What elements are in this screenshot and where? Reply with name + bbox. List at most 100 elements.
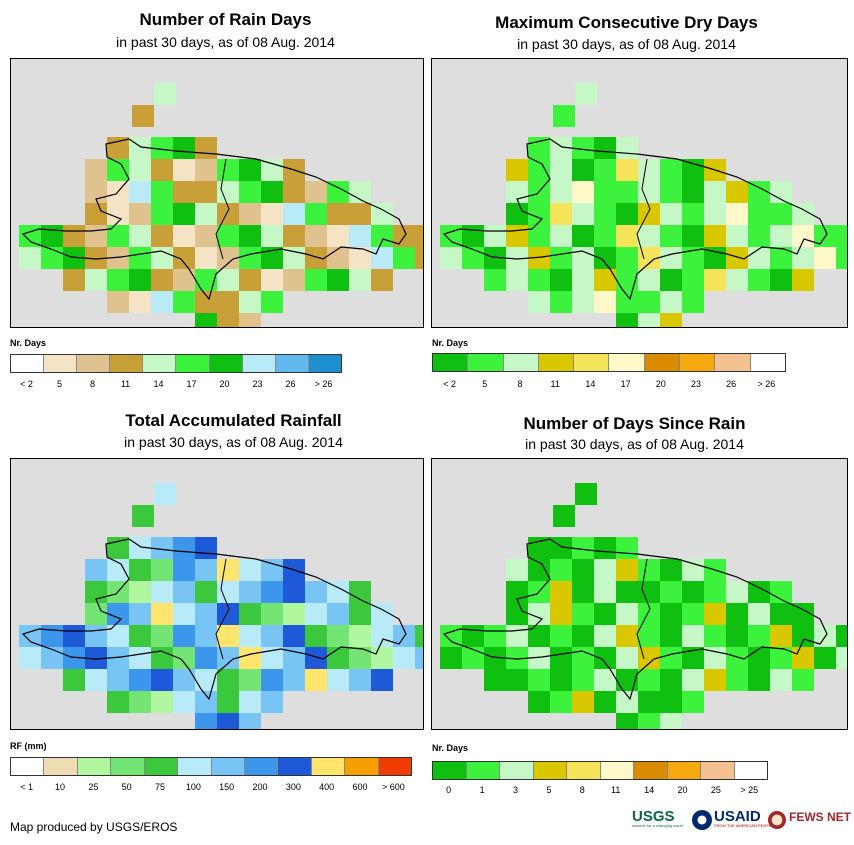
raster-cell xyxy=(327,181,349,203)
raster-cell xyxy=(594,647,616,669)
raster-cell xyxy=(726,269,748,291)
raster-cell xyxy=(528,559,550,581)
raster-cell xyxy=(748,203,770,225)
legend-label: 200 xyxy=(252,782,268,792)
raster-cell xyxy=(616,203,638,225)
raster-cell xyxy=(151,669,173,691)
raster-cell xyxy=(748,647,770,669)
raster-cell xyxy=(239,559,261,581)
raster-cell xyxy=(371,225,393,247)
raster-cell xyxy=(129,669,151,691)
raster-cell xyxy=(638,559,660,581)
map-max-dry-days[interactable] xyxy=(431,58,848,328)
raster-cell xyxy=(327,247,349,269)
raster-cell xyxy=(528,203,550,225)
raster-cell xyxy=(261,603,283,625)
raster-cell xyxy=(129,291,151,313)
raster-cell xyxy=(550,291,572,313)
legend-label: 3 xyxy=(512,785,519,795)
legend-swatch xyxy=(750,354,785,371)
raster-cell xyxy=(770,247,792,269)
raster-cell xyxy=(638,247,660,269)
legend-bar xyxy=(432,761,768,780)
raster-cell xyxy=(151,225,173,247)
legend-label: < 2 xyxy=(443,379,456,389)
legend-swatch xyxy=(609,354,645,371)
raster-cell xyxy=(349,625,371,647)
raster-cell xyxy=(528,625,550,647)
raster-cell xyxy=(528,225,550,247)
raster-cell xyxy=(283,225,305,247)
raster-cell xyxy=(572,603,594,625)
legend-swatch xyxy=(242,355,276,372)
raster-cell xyxy=(305,603,327,625)
raster-cell xyxy=(129,269,151,291)
raster-cell xyxy=(195,203,217,225)
raster-cell xyxy=(349,647,371,669)
raster-cell xyxy=(440,625,462,647)
map-total-rainfall[interactable] xyxy=(10,458,424,730)
raster-cell xyxy=(283,181,305,203)
raster-cell xyxy=(440,647,462,669)
raster-cell xyxy=(440,225,462,247)
fews-net-logo: FEWS NET xyxy=(789,810,851,824)
raster-cell xyxy=(506,559,528,581)
panel-subtitle: in past 30 days, as of 08 Aug. 2014 xyxy=(525,436,744,452)
raster-cell xyxy=(660,647,682,669)
raster-cell xyxy=(129,159,151,181)
raster-cell xyxy=(550,203,572,225)
raster-cell xyxy=(107,203,129,225)
usaid-logo-text: USAID xyxy=(714,808,761,825)
legend-label: 150 xyxy=(219,782,235,792)
raster-cell xyxy=(371,603,393,625)
raster-cell xyxy=(173,225,195,247)
raster-cell xyxy=(19,247,41,269)
legend-swatch xyxy=(567,762,601,779)
raster-cell xyxy=(327,203,349,225)
raster-cell xyxy=(660,159,682,181)
legend-swatch xyxy=(209,355,243,372)
raster-cell xyxy=(638,313,660,327)
panel-title: Number of Days Since Rain xyxy=(523,414,746,433)
map-days-since-rain[interactable] xyxy=(431,458,848,730)
raster-cell xyxy=(770,225,792,247)
usgs-tagline: science for a changing world xyxy=(632,823,683,828)
raster-cell xyxy=(660,669,682,691)
raster-cell xyxy=(217,247,239,269)
raster-cell xyxy=(239,647,261,669)
raster-cell xyxy=(660,291,682,313)
raster-cell xyxy=(154,83,176,105)
raster-cell xyxy=(550,625,572,647)
raster-cell xyxy=(19,225,41,247)
raster-cell xyxy=(239,225,261,247)
raster-cell xyxy=(129,559,151,581)
legend-label: 17 xyxy=(186,379,197,389)
raster-cell xyxy=(726,647,748,669)
raster-cell xyxy=(349,669,371,691)
raster-cell xyxy=(616,625,638,647)
legend-label: 20 xyxy=(219,379,230,389)
raster-cell xyxy=(239,203,261,225)
legend-label: 25 xyxy=(710,785,721,795)
raster-cell xyxy=(550,603,572,625)
raster-cell xyxy=(660,247,682,269)
raster-cell xyxy=(195,625,217,647)
raster-cell xyxy=(553,105,575,127)
raster-cell xyxy=(616,537,638,559)
coastline xyxy=(442,138,828,301)
usaid-logo: USAID FROM THE AMERICAN PEOPLE xyxy=(714,808,774,828)
raster-cell xyxy=(173,603,195,625)
raster-cell xyxy=(239,603,261,625)
raster-cell xyxy=(638,647,660,669)
raster-cell xyxy=(261,291,283,313)
legend-label: 11 xyxy=(550,379,560,389)
legend-title: Nr. Days xyxy=(432,743,469,753)
raster-cell xyxy=(836,225,847,247)
raster-cell xyxy=(770,647,792,669)
map-rain-days[interactable] xyxy=(10,58,424,328)
raster-cell xyxy=(682,181,704,203)
raster-cell xyxy=(173,691,195,713)
raster-cell xyxy=(748,225,770,247)
legend-swatch xyxy=(143,355,177,372)
raster-cell xyxy=(393,647,415,669)
